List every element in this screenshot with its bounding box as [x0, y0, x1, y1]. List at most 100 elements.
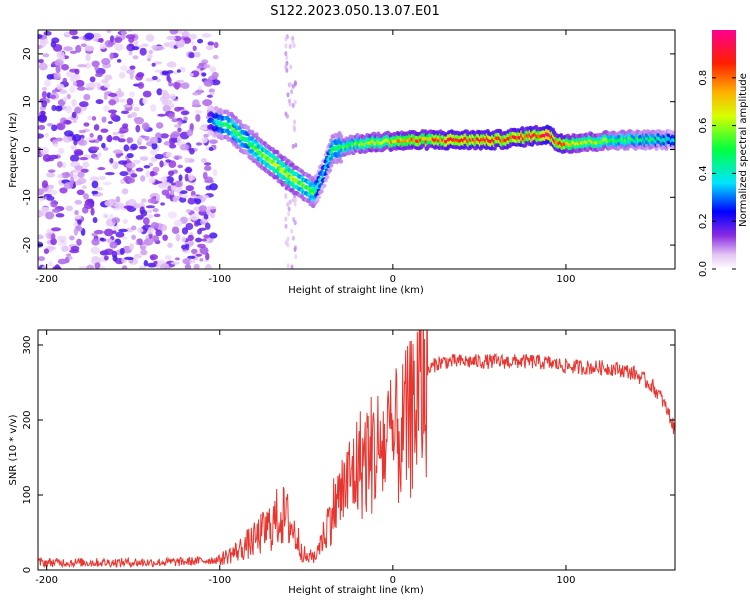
noise-cell: [133, 106, 140, 112]
x-tick-label: 100: [556, 575, 575, 586]
snr-x-axis: -200 -100 0 100: [35, 330, 575, 586]
noise-cell: [56, 83, 65, 90]
noise-cell: [91, 232, 98, 237]
noise-cell: [171, 226, 180, 235]
noise-cell: [69, 235, 75, 241]
noise-cell: [63, 130, 74, 137]
noise-cell: [288, 43, 292, 49]
noise-cell: [142, 122, 150, 131]
noise-cell: [137, 82, 145, 89]
spectrogram-y-axis: -20 -10 0 10 20: [22, 48, 675, 253]
noise-cell: [175, 233, 181, 242]
noise-cell: [91, 180, 99, 189]
noise-cell: [155, 45, 165, 51]
noise-cell: [121, 110, 130, 115]
noise-cell: [103, 93, 108, 100]
noise-cell: [176, 69, 181, 73]
noise-cell: [196, 243, 206, 248]
noise-cell: [169, 189, 175, 196]
noise-cell: [95, 186, 104, 191]
noise-cell: [206, 45, 214, 51]
noise-cell: [38, 124, 46, 131]
noise-cell: [74, 209, 79, 216]
noise-cell: [56, 235, 67, 241]
x-tick-label: 0: [390, 575, 396, 586]
noise-cell: [51, 233, 56, 241]
noise-cell: [139, 265, 147, 269]
noise-cell: [169, 136, 176, 145]
noise-cell: [150, 221, 159, 229]
noise-cell: [122, 123, 129, 129]
noise-cell: [203, 234, 210, 239]
noise-cell: [119, 171, 129, 177]
noise-cell: [286, 263, 290, 269]
noise-cell: [209, 232, 218, 239]
colorbar-tick-label: 0.6: [698, 118, 709, 134]
noise-cell: [123, 144, 130, 152]
noise-cell: [79, 101, 89, 108]
noise-cell: [212, 168, 218, 177]
noise-cell: [157, 113, 166, 117]
noise-cell: [188, 52, 195, 59]
noise-cell: [43, 30, 52, 36]
noise-cell: [209, 212, 215, 219]
noise-cell: [41, 86, 48, 91]
noise-cell: [82, 161, 90, 168]
noise-cell: [56, 122, 66, 131]
noise-cell: [49, 94, 57, 99]
noise-cell: [111, 217, 121, 224]
noise-cell: [84, 32, 95, 40]
noise-cell: [151, 142, 158, 150]
noise-cell: [206, 208, 211, 217]
noise-cell: [43, 193, 52, 198]
noise-cell: [46, 73, 54, 80]
noise-cell: [91, 190, 99, 195]
noise-cell: [92, 38, 99, 42]
noise-cell: [184, 157, 190, 164]
ridge-cell: [672, 134, 675, 139]
noise-cell: [54, 58, 64, 67]
noise-cell: [208, 146, 214, 152]
noise-cell: [48, 246, 56, 251]
noise-cell: [140, 175, 146, 182]
noise-cell: [138, 145, 147, 150]
noise-cell: [174, 180, 182, 188]
snr-y-label: SNR (10 * v/v): [8, 414, 19, 485]
noise-cell: [188, 33, 197, 40]
noise-cell: [38, 62, 48, 71]
noise-cell: [167, 77, 172, 84]
ridge-cell: [275, 149, 280, 155]
noise-cell: [40, 207, 50, 212]
noise-cell: [294, 142, 298, 148]
noise-cell: [156, 88, 163, 96]
noise-cell: [203, 133, 209, 138]
noise-cell: [84, 62, 91, 70]
noise-cell: [180, 194, 189, 199]
noise-cell: [290, 228, 294, 234]
noise-cell: [106, 238, 113, 244]
noise-cell: [55, 65, 61, 74]
ridge-cell: [672, 131, 675, 136]
snr-x-label: Height of straight line (km): [288, 585, 424, 596]
noise-cell: [189, 259, 196, 264]
noise-cell: [145, 205, 156, 209]
ridge-cell: [654, 146, 659, 151]
noise-cell: [185, 185, 194, 192]
noise-cell: [180, 82, 190, 90]
noise-cell: [154, 180, 163, 184]
ridge-cell: [319, 188, 324, 194]
y-tick-label: 200: [22, 410, 33, 429]
noise-cell: [83, 193, 90, 200]
ridge-cell: [338, 134, 344, 139]
noise-cell: [208, 88, 215, 94]
noise-cell: [187, 234, 194, 241]
noise-cell: [181, 30, 190, 37]
noise-cell: [107, 41, 114, 47]
noise-cell: [164, 255, 172, 261]
noise-cell: [187, 197, 196, 205]
ridge-cell: [316, 194, 321, 200]
noise-cell: [176, 79, 185, 83]
noise-cell: [82, 185, 87, 190]
noise-cell: [285, 55, 289, 61]
noise-cell: [162, 234, 168, 241]
